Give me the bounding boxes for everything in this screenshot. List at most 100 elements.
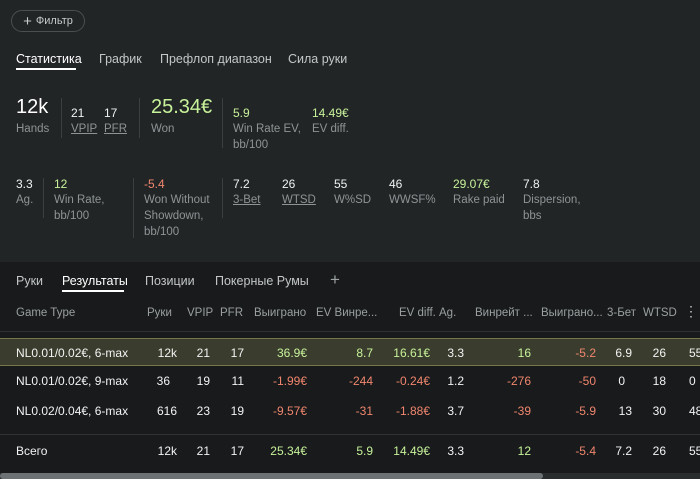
table-row[interactable]: NL0.01/0.02€, 6-max 12k 21 17 36.9€ 8.7 …: [0, 338, 700, 366]
tab-chart[interactable]: График: [99, 52, 142, 66]
pfr-cell: 17: [230, 444, 244, 458]
filter-label: Фильтр: [35, 15, 73, 27]
wwsf-label: WWSF%: [389, 194, 436, 206]
tab-preflop-range[interactable]: Префлоп диапазон: [160, 52, 272, 66]
three-bet-cell: 13: [618, 404, 632, 418]
divider: [0, 331, 700, 332]
total-label: Всего: [16, 444, 48, 458]
divider: [61, 98, 62, 138]
plus-icon[interactable]: +: [330, 270, 340, 289]
divider: [0, 434, 700, 435]
winrate-ev-value: 5.9: [233, 106, 250, 120]
divider: [222, 178, 223, 218]
table-row[interactable]: NL0.01/0.02€, 9-max 36 19 11 -1.99€ -244…: [0, 367, 700, 395]
game-type-cell: NL0.01/0.02€, 6-max: [16, 346, 129, 360]
column-header[interactable]: VPIP: [187, 307, 214, 319]
won-label: Won: [151, 123, 175, 135]
ag-cell: 1.2: [447, 374, 464, 388]
column-header[interactable]: PFR: [220, 307, 243, 319]
column-header[interactable]: EV diff.: [399, 307, 436, 319]
dispersion-label: Dispersion, bbs: [523, 194, 581, 222]
winrate-label: Win Rate, bb/100: [54, 194, 105, 222]
column-header[interactable]: Выиграно: [254, 307, 307, 319]
rake-value: 29.07€: [453, 177, 490, 191]
column-header[interactable]: 3-Бет: [607, 307, 637, 319]
wsd-cell: 48: [689, 404, 700, 418]
ev-winrate-cell: 5.9: [356, 444, 373, 458]
column-header[interactable]: Ag.: [439, 307, 457, 319]
ev-diff-cell: -1.88€: [395, 404, 430, 418]
pfr-cell: 11: [231, 374, 244, 388]
table-row[interactable]: NL0.02/0.04€, 6-max 616 23 19 -9.57€ -31…: [0, 397, 700, 425]
ag-label: Ag.: [16, 194, 34, 206]
filter-button[interactable]: + Фильтр: [11, 10, 85, 32]
three-bet-cell: 7.2: [615, 444, 632, 458]
won-without-sd-label: Won Without Showdown, bb/100: [144, 194, 210, 238]
pfr-cell: 19: [230, 404, 244, 418]
column-header[interactable]: Руки: [147, 307, 172, 319]
scrollbar-thumb[interactable]: [0, 473, 543, 479]
tab-poker-rooms[interactable]: Покерные Румы: [215, 274, 309, 288]
ev-diff-cell: 16.61€: [393, 346, 430, 360]
game-type-cell: NL0.01/0.02€, 9-max: [16, 374, 129, 388]
won-cell: -1.99€: [272, 374, 307, 388]
column-header[interactable]: Game Type: [16, 307, 76, 319]
won-without-sd-cell: -50: [578, 374, 596, 388]
plus-icon: +: [23, 12, 32, 30]
active-tab-indicator: [62, 290, 124, 292]
tab-hands[interactable]: Руки: [16, 274, 44, 288]
winrate-cell: 12: [517, 444, 531, 458]
ev-winrate-cell: -31: [355, 404, 373, 418]
vpip-cell: 21: [196, 444, 210, 458]
wtsd-cell: 30: [652, 404, 666, 418]
wtsd-cell: 18: [652, 374, 666, 388]
wsd-cell: 55: [689, 444, 700, 458]
game-type-cell: NL0.02/0.04€, 6-max: [16, 404, 129, 418]
winrate-cell: -276: [506, 374, 531, 388]
won-without-sd-cell: -5.9: [575, 404, 596, 418]
won-without-sd-value: -5.4: [144, 177, 165, 191]
wsd-cell: 55: [689, 346, 700, 360]
rake-label: Rake paid: [453, 194, 505, 206]
statistics-panel: [0, 0, 700, 262]
wsd-value: 55: [334, 177, 348, 191]
hands-cell: 12k: [157, 346, 177, 360]
hands-value: 12k: [16, 96, 49, 118]
more-options-icon[interactable]: ⋮: [684, 303, 698, 319]
ev-diff-label: EV diff.: [312, 123, 349, 135]
pfr-value: 17: [104, 106, 118, 120]
tab-positions[interactable]: Позиции: [145, 274, 195, 288]
three-bet-cell: 6.9: [615, 346, 632, 360]
vpip-cell: 19: [196, 374, 210, 388]
column-header[interactable]: WTSD: [643, 307, 677, 319]
column-header[interactable]: EV Винре...: [316, 307, 378, 319]
wtsd-cell: 26: [652, 346, 666, 360]
winrate-value: 12: [54, 177, 68, 191]
column-header[interactable]: Выиграно...: [541, 307, 603, 319]
vpip-label[interactable]: VPIP: [71, 123, 98, 135]
tab-results[interactable]: Результаты: [62, 274, 128, 288]
vpip-cell: 21: [196, 346, 210, 360]
three-bet-label[interactable]: 3-Bet: [233, 194, 261, 206]
ev-diff-cell: 14.49€: [393, 444, 430, 458]
active-tab-indicator: [16, 68, 76, 70]
divider: [133, 178, 134, 238]
won-cell: -9.57€: [272, 404, 307, 418]
wwsf-value: 46: [389, 177, 403, 191]
wtsd-label[interactable]: WTSD: [282, 194, 316, 206]
ev-winrate-cell: 8.7: [356, 346, 373, 360]
winrate-cell: 16: [517, 346, 531, 360]
pfr-label[interactable]: PFR: [104, 123, 127, 135]
hands-cell: 36: [156, 374, 170, 388]
tab-hand-strength[interactable]: Сила руки: [288, 52, 348, 66]
ag-cell: 3.3: [447, 346, 464, 360]
vpip-value: 21: [71, 106, 85, 120]
hands-cell: 616: [156, 404, 177, 418]
tab-statistics[interactable]: Статистика: [16, 52, 82, 66]
won-cell: 36.9€: [276, 346, 307, 360]
ev-diff-cell: -0.24€: [395, 374, 430, 388]
total-row: Всего 12k 21 17 25.34€ 5.9 14.49€ 3.3 12…: [0, 437, 700, 465]
vpip-cell: 23: [196, 404, 210, 418]
column-header[interactable]: Винрейт ...: [475, 307, 533, 319]
divider: [43, 178, 44, 218]
